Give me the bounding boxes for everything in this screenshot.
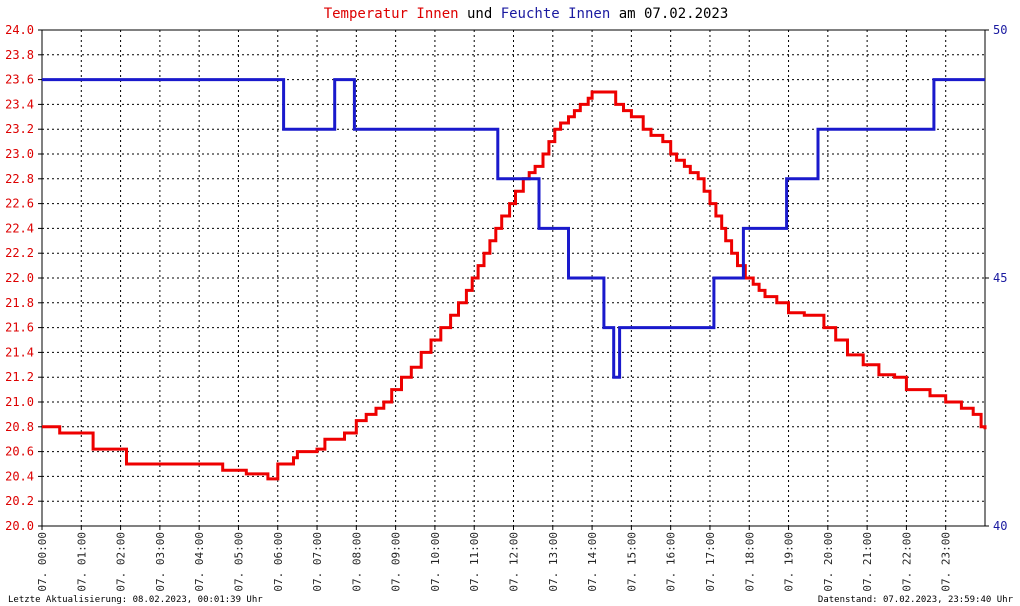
grid bbox=[42, 30, 985, 526]
y-left-tick-label: 22.8 bbox=[5, 172, 34, 186]
x-tick-label: 07. 08:00 bbox=[350, 532, 363, 592]
y-left-tick-label: 21.6 bbox=[5, 321, 34, 335]
y-right-tick-label: 40 bbox=[993, 519, 1007, 533]
y-right-tick-label: 45 bbox=[993, 271, 1007, 285]
x-tick-label: 07. 00:00 bbox=[36, 532, 49, 592]
x-tick-label: 07. 03:00 bbox=[154, 532, 167, 592]
y-left-tick-label: 22.6 bbox=[5, 197, 34, 211]
footer-last-update: Letzte Aktualisierung: 08.02.2023, 00:01… bbox=[8, 595, 263, 605]
y-left-tick-label: 23.0 bbox=[5, 147, 34, 161]
y-left-tick-label: 21.4 bbox=[5, 345, 34, 359]
y-axis-right: 40 45 50 bbox=[985, 23, 1007, 533]
x-tick-label: 07. 01:00 bbox=[75, 532, 88, 592]
x-tick-label: 07. 05:00 bbox=[232, 532, 245, 592]
x-tick-label: 07. 17:00 bbox=[704, 532, 717, 592]
series-line-humidity bbox=[42, 78, 985, 379]
x-tick-label: 07. 10:00 bbox=[429, 532, 442, 592]
y-left-tick-label: 23.8 bbox=[5, 48, 34, 62]
y-left-tick-label: 20.0 bbox=[5, 519, 34, 533]
x-tick-label: 07. 07:00 bbox=[311, 532, 324, 592]
footer-data-state: Datenstand: 07.02.2023, 23:59:40 Uhr bbox=[818, 595, 1014, 605]
y-left-tick-label: 23.2 bbox=[5, 122, 34, 136]
title-part-und: und bbox=[459, 6, 501, 22]
x-tick-label: 07. 02:00 bbox=[115, 532, 128, 592]
x-tick-label: 07. 06:00 bbox=[272, 532, 285, 592]
y-left-tick-label: 20.6 bbox=[5, 445, 34, 459]
y-left-tick-label: 22.0 bbox=[5, 271, 34, 285]
x-tick-label: 07. 04:00 bbox=[193, 532, 206, 592]
x-tick-label: 07. 11:00 bbox=[468, 532, 481, 592]
series-line-temperature bbox=[42, 90, 987, 481]
y-axis-left: 20.0 20.2 20.4 20.6 20.8 21.0 21.2 21.4 21.6 21.8… bbox=[5, 23, 42, 533]
x-tick-label: 07. 19:00 bbox=[783, 532, 796, 592]
y-left-tick-label: 21.2 bbox=[5, 370, 34, 384]
title-part-temperature: Temperatur Innen bbox=[324, 6, 459, 22]
x-tick-label: 07. 21:00 bbox=[861, 532, 874, 592]
y-left-tick-label: 20.2 bbox=[5, 494, 34, 508]
x-tick-label: 07. 18:00 bbox=[743, 532, 756, 592]
x-tick-label: 07. 15:00 bbox=[625, 532, 638, 592]
y-left-tick-label: 22.4 bbox=[5, 221, 34, 235]
y-left-tick-label: 22.2 bbox=[5, 246, 34, 260]
y-left-tick-label: 20.8 bbox=[5, 420, 34, 434]
x-tick-label: 07. 13:00 bbox=[547, 532, 560, 592]
y-left-tick-label: 23.4 bbox=[5, 97, 34, 111]
y-right-tick-label: 50 bbox=[993, 23, 1007, 37]
y-left-tick-label: 24.0 bbox=[5, 23, 34, 37]
x-tick-label: 07. 23:00 bbox=[940, 532, 953, 592]
x-tick-label: 07. 09:00 bbox=[390, 532, 403, 592]
x-axis: 07. 00:00 07. 01:00 07. 02:00 07. 03:00 07. … bbox=[36, 526, 953, 592]
y-left-tick-label: 21.8 bbox=[5, 296, 34, 310]
x-tick-label: 07. 22:00 bbox=[900, 532, 913, 592]
x-tick-label: 07. 12:00 bbox=[508, 532, 521, 592]
title-part-humidity: Feuchte Innen bbox=[501, 6, 611, 22]
y-left-tick-label: 21.0 bbox=[5, 395, 34, 409]
y-left-tick-label: 23.6 bbox=[5, 73, 34, 87]
series-group bbox=[42, 78, 987, 481]
x-tick-label: 07. 16:00 bbox=[665, 532, 678, 592]
chart-title: Temperatur Innen und Feuchte Innen am 07… bbox=[324, 6, 729, 22]
x-tick-label: 07. 14:00 bbox=[586, 532, 599, 592]
y-left-tick-label: 20.4 bbox=[5, 469, 34, 483]
title-part-date: am 07.02.2023 bbox=[610, 6, 728, 22]
x-tick-label: 07. 20:00 bbox=[822, 532, 835, 592]
